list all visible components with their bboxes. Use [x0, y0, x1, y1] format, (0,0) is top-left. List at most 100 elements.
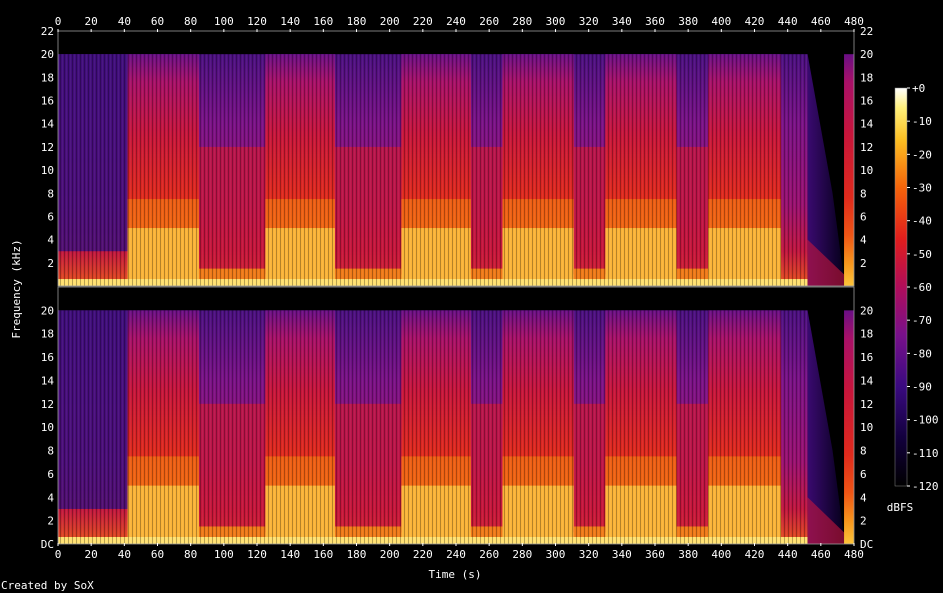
x-tick-label-bottom: 440 — [778, 548, 798, 561]
x-tick-label-bottom: 280 — [512, 548, 532, 561]
y-tick-label-right: DC — [860, 538, 873, 551]
y-tick-label-right: 20 — [860, 48, 873, 61]
y-tick-label-left: 18 — [41, 328, 54, 341]
streak-texture — [58, 54, 808, 286]
x-tick-label-bottom: 400 — [711, 548, 731, 561]
channel-2-panel — [57, 286, 855, 545]
x-tick-label-top: 300 — [546, 15, 566, 28]
colorbar-tick-label: -60 — [912, 281, 932, 294]
colorbar-tick-label: -110 — [912, 447, 939, 460]
y-tick-label-left: 16 — [41, 95, 54, 108]
x-tick-label-bottom: 0 — [55, 548, 62, 561]
colorbar-tick-label: -80 — [912, 347, 932, 360]
x-tick-label-bottom: 60 — [151, 548, 164, 561]
x-tick-label-bottom: 220 — [413, 548, 433, 561]
colorbar-gradient — [894, 87, 908, 487]
tail-energy — [807, 497, 844, 544]
y-tick-label-right: 18 — [860, 71, 873, 84]
colorbar-tick-label: -10 — [912, 115, 932, 128]
colorbar-tick-label: -30 — [912, 182, 932, 195]
x-tick-label-top: 100 — [214, 15, 234, 28]
y-tick-label-left: 2 — [47, 257, 54, 270]
y-axis-label: Frequency (kHz) — [10, 239, 23, 338]
y-tick-label-left: 20 — [41, 304, 54, 317]
y-tick-label-left: 8 — [47, 187, 54, 200]
y-tick-label-left: 4 — [47, 234, 54, 247]
x-tick-label-top: 240 — [446, 15, 466, 28]
end-segment — [844, 54, 854, 286]
colorbar-tick-label: -40 — [912, 215, 932, 228]
x-axis-top: 0 20 40 60 80 100 120 140 160 180 200 220 240 260 280 3… — [55, 15, 864, 32]
y-tick-label-left: 2 — [47, 515, 54, 528]
x-tick-label-bottom: 260 — [479, 548, 499, 561]
y-tick-label-right: 2 — [860, 515, 867, 528]
x-tick-label-bottom: 20 — [85, 548, 98, 561]
x-tick-label-top: 120 — [247, 15, 267, 28]
x-tick-label-bottom: 320 — [579, 548, 599, 561]
colorbar-label: dBFS — [887, 501, 914, 514]
x-tick-label-top: 460 — [811, 15, 831, 28]
x-tick-label-top: 440 — [778, 15, 798, 28]
x-axis-label: Time (s) — [429, 568, 482, 581]
x-tick-label-top: 160 — [313, 15, 333, 28]
y-tick-label-left: 6 — [47, 210, 54, 223]
x-axis-bottom: 0 20 40 60 80 100 120 140 160 180 200 220 240 260 280 3… — [55, 543, 864, 561]
x-tick-label-top: 420 — [745, 15, 765, 28]
spectrogram-panels — [57, 30, 855, 545]
y-tick-label-right: 14 — [860, 374, 874, 387]
y-tick-label-right: 20 — [860, 304, 873, 317]
x-tick-label-top: 280 — [512, 15, 532, 28]
x-tick-label-top: 260 — [479, 15, 499, 28]
y-tick-label-left: DC — [41, 538, 54, 551]
x-tick-label-bottom: 40 — [118, 548, 131, 561]
x-tick-label-top: 20 — [85, 15, 98, 28]
x-tick-label-top: 360 — [645, 15, 665, 28]
x-tick-label-bottom: 340 — [612, 548, 632, 561]
y-tick-label-right: 18 — [860, 328, 873, 341]
x-tick-label-bottom: 460 — [811, 548, 831, 561]
y-tick-label-left: 14 — [41, 374, 55, 387]
channel-1-panel — [57, 30, 855, 287]
y-tick-label-right: 10 — [860, 164, 873, 177]
x-tick-label-bottom: 360 — [645, 548, 665, 561]
x-tick-label-bottom: 420 — [745, 548, 765, 561]
x-tick-label-top: 480 — [844, 15, 864, 28]
x-tick-label-bottom: 100 — [214, 548, 234, 561]
y-tick-label-left: 6 — [47, 468, 54, 481]
y-tick-label-right: 4 — [860, 491, 867, 504]
y-tick-label-left: 20 — [41, 48, 54, 61]
x-tick-label-top: 140 — [280, 15, 300, 28]
y-tick-label-left: 4 — [47, 491, 54, 504]
footer-credit: Created by SoX — [1, 579, 94, 592]
y-tick-label-right: 10 — [860, 421, 873, 434]
colorbar-tick-label: -50 — [912, 248, 932, 261]
end-segment — [844, 310, 854, 544]
x-tick-label-bottom: 160 — [313, 548, 333, 561]
x-tick-label-top: 380 — [678, 15, 698, 28]
y-tick-label-left: 12 — [41, 141, 54, 154]
y-tick-label-left: 10 — [41, 421, 54, 434]
x-tick-label-top: 340 — [612, 15, 632, 28]
y-tick-label-right: 12 — [860, 398, 873, 411]
y-tick-label-right: 6 — [860, 468, 867, 481]
streak-texture — [58, 310, 808, 544]
x-tick-label-top: 200 — [380, 15, 400, 28]
y-tick-label-left: 12 — [41, 398, 54, 411]
x-tick-label-bottom: 200 — [380, 548, 400, 561]
y-tick-label-left: 14 — [41, 118, 55, 131]
tail-energy — [807, 239, 844, 286]
x-tick-label-top: 80 — [184, 15, 197, 28]
y-tick-label-left: 22 — [41, 25, 54, 38]
x-tick-label-top: 60 — [151, 15, 164, 28]
colorbar-tick-label: -120 — [912, 480, 939, 493]
x-tick-label-bottom: 140 — [280, 548, 300, 561]
fade-out-tail — [807, 54, 844, 286]
y-tick-label-right: 6 — [860, 210, 867, 223]
x-tick-label-top: 0 — [55, 15, 62, 28]
x-tick-label-top: 180 — [347, 15, 367, 28]
colorbar-tick-label: -70 — [912, 314, 932, 327]
x-tick-label-bottom: 80 — [184, 548, 197, 561]
x-tick-label-top: 320 — [579, 15, 599, 28]
